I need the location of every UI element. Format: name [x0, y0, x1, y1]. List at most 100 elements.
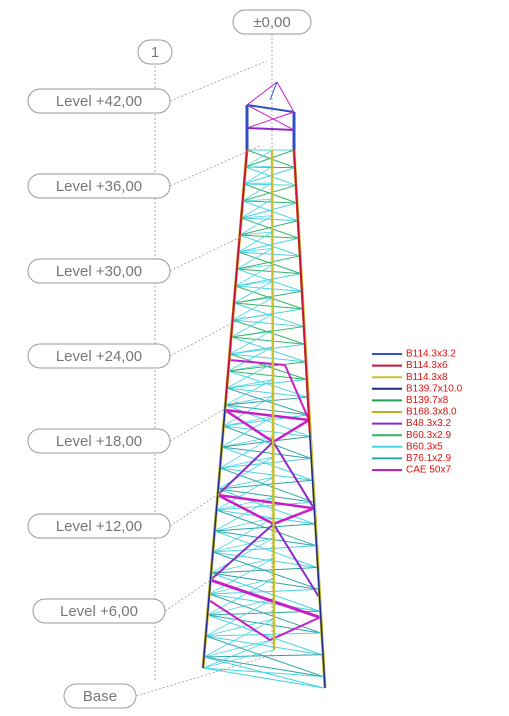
member	[231, 336, 305, 345]
member	[226, 387, 308, 398]
member	[214, 530, 317, 547]
legend-label: B76.1x2.9	[406, 453, 451, 464]
member	[242, 182, 273, 202]
member	[223, 415, 274, 427]
member	[209, 588, 319, 595]
legend: B114.3x3.2B114.3x6B114.3x8B139.7x10.0B13…	[372, 349, 463, 476]
member	[203, 656, 324, 678]
member	[205, 635, 323, 656]
member	[238, 237, 300, 253]
member	[203, 638, 275, 658]
member	[242, 198, 273, 202]
member	[226, 379, 307, 389]
member	[230, 313, 273, 338]
member	[243, 183, 298, 204]
member	[209, 557, 274, 595]
member	[241, 198, 273, 219]
member	[239, 234, 299, 239]
level-pill	[27, 88, 171, 114]
member	[246, 81, 278, 106]
legend-label: B60.3x5	[406, 441, 443, 452]
member	[209, 523, 275, 581]
member	[243, 167, 296, 185]
member	[272, 418, 310, 443]
level-label: Level +24,00	[56, 348, 142, 365]
member	[219, 467, 314, 503]
level-label: Level +18,00	[56, 433, 142, 450]
member	[224, 408, 310, 422]
member	[238, 231, 273, 253]
member	[233, 280, 273, 304]
member	[231, 326, 304, 338]
member	[221, 436, 274, 448]
member	[203, 618, 275, 658]
member	[273, 507, 315, 526]
member	[216, 497, 274, 511]
member	[221, 446, 313, 481]
member	[233, 290, 302, 304]
member	[244, 183, 296, 186]
member	[308, 430, 326, 689]
member	[236, 268, 301, 275]
member	[235, 285, 303, 310]
grid-label: 1	[151, 44, 159, 61]
member	[209, 578, 274, 595]
member	[236, 268, 302, 292]
member	[235, 264, 273, 287]
member	[246, 111, 295, 129]
member	[241, 217, 298, 222]
leader-line	[169, 315, 246, 357]
member	[242, 184, 297, 202]
member	[246, 104, 295, 113]
member	[243, 166, 273, 185]
level-pill	[27, 428, 171, 454]
member	[233, 302, 304, 328]
member	[245, 149, 295, 168]
member	[225, 396, 308, 406]
levels: Level +42,00 Level +36,00 Level +30,00 Leve…	[27, 60, 273, 709]
level-pill	[27, 343, 171, 369]
member	[202, 667, 324, 678]
member	[224, 149, 248, 401]
member	[214, 523, 315, 532]
member	[236, 264, 273, 270]
member	[246, 127, 295, 131]
member	[236, 255, 300, 270]
member	[241, 215, 273, 219]
member	[219, 467, 313, 481]
member	[235, 273, 301, 287]
member	[223, 425, 312, 459]
level-label: Base	[83, 688, 117, 705]
legend-label: B114.3x6	[406, 360, 448, 371]
member	[272, 441, 315, 509]
leader-line	[169, 485, 232, 527]
member	[246, 104, 295, 131]
leader-line	[169, 400, 239, 442]
level-label: Level +6,00	[60, 603, 138, 620]
member	[225, 404, 311, 438]
level-label: Level +36,00	[56, 178, 142, 195]
member	[276, 81, 295, 113]
member	[212, 537, 274, 553]
member	[229, 343, 305, 355]
member	[272, 523, 320, 598]
member	[219, 436, 274, 469]
legend-label: B60.3x2.9	[406, 430, 451, 441]
level-pill	[32, 598, 166, 624]
member	[238, 251, 302, 275]
member	[284, 364, 310, 421]
member	[232, 319, 304, 328]
member	[209, 578, 321, 619]
member	[214, 497, 274, 532]
level-pill	[27, 173, 171, 199]
member	[202, 399, 227, 669]
level-label: Level +12,00	[56, 518, 142, 535]
member	[229, 330, 273, 355]
legend-label: B48.3x3.2	[406, 418, 451, 429]
member	[221, 436, 310, 448]
member	[210, 537, 274, 574]
member	[212, 545, 316, 553]
member	[228, 346, 274, 372]
member	[203, 654, 323, 658]
